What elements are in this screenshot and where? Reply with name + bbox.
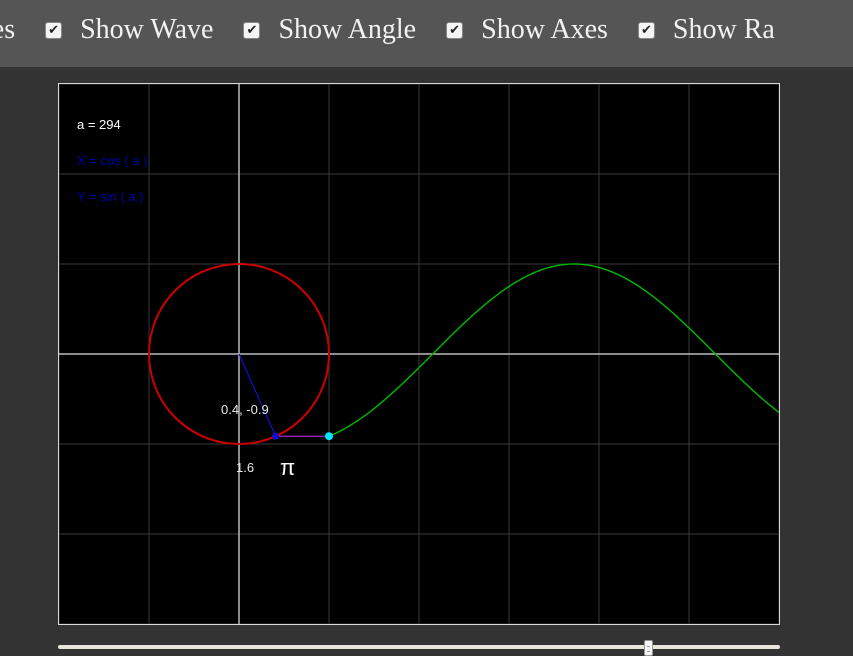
- unit-circle-plot: a = 294 X = cos ( a ) Y = sin ( a ) 0.4,…: [59, 84, 779, 624]
- option-label: Show Ra: [672, 14, 775, 45]
- x-formula: X = cos ( a ): [77, 153, 147, 168]
- pi-symbol: π: [280, 455, 295, 480]
- show-radius-checkbox[interactable]: ✔: [637, 21, 655, 39]
- radius-line: [238, 353, 277, 437]
- circle-point: [272, 432, 280, 440]
- angle-readout: a = 294: [77, 117, 121, 132]
- checkmark-icon: ✔: [449, 22, 461, 38]
- unit-circle: [148, 263, 330, 445]
- point-coords-label: 0.4, -0.9: [221, 402, 269, 417]
- option-label: tes: [0, 14, 16, 45]
- option-label: Show Angle: [278, 14, 417, 45]
- option-show-coordinates[interactable]: tes: [0, 12, 15, 48]
- show-wave-checkbox[interactable]: ✔: [45, 21, 63, 39]
- unit-circle-canvas[interactable]: a = 294 X = cos ( a ) Y = sin ( a ) 0.4,…: [58, 83, 780, 625]
- y-formula: Y = sin ( a ): [77, 189, 144, 204]
- option-show-radius[interactable]: ✔ Show Ra: [637, 12, 775, 48]
- option-label: Show Axes: [481, 14, 608, 45]
- show-axes-checkbox[interactable]: ✔: [446, 21, 464, 39]
- option-show-wave[interactable]: ✔ Show Wave: [45, 12, 213, 48]
- checkmark-icon: ✔: [246, 22, 258, 38]
- checkmark-icon: ✔: [640, 22, 652, 38]
- angle-radians-label: 1.6: [236, 460, 254, 475]
- angle-slider[interactable]: [58, 640, 780, 656]
- slider-track[interactable]: [58, 645, 780, 649]
- options-toolbar: tes ✔ Show Wave ✔ Show Angle ✔ Show Axes…: [0, 0, 853, 67]
- sine-wave: [328, 263, 779, 437]
- checkmark-icon: ✔: [48, 22, 60, 38]
- show-angle-checkbox[interactable]: ✔: [243, 21, 261, 39]
- options-row: tes ✔ Show Wave ✔ Show Angle ✔ Show Axes…: [0, 12, 805, 48]
- option-show-angle[interactable]: ✔ Show Angle: [243, 12, 416, 48]
- slider-thumb[interactable]: [643, 640, 653, 656]
- option-label: Show Wave: [80, 14, 214, 45]
- wave-point: [325, 432, 333, 441]
- option-show-axes[interactable]: ✔ Show Axes: [446, 12, 608, 48]
